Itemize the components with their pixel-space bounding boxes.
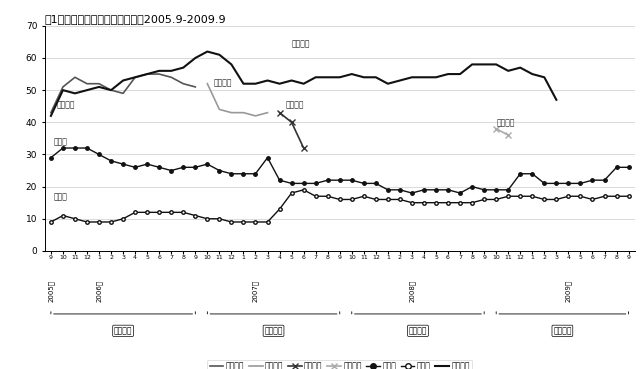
Text: 2005年: 2005年 bbox=[47, 280, 54, 302]
Text: 麻生内閣: 麻生内閣 bbox=[496, 118, 515, 127]
Text: 2009年: 2009年 bbox=[565, 280, 572, 302]
Legend: 小泉内閣, 安倍内閣, 福田内閣, 麻生内閣, 自民党, 民主党, 支持無し: 小泉内閣, 安倍内閣, 福田内閣, 麻生内閣, 自民党, 民主党, 支持無し bbox=[208, 359, 472, 369]
Text: 2007年: 2007年 bbox=[252, 280, 259, 302]
Text: 福田内閣: 福田内閣 bbox=[286, 100, 304, 110]
Text: 安倍内閣: 安倍内閣 bbox=[213, 78, 232, 87]
Text: 小泉内閣: 小泉内閣 bbox=[57, 100, 76, 110]
Text: 2008年: 2008年 bbox=[408, 280, 415, 302]
Text: 図1　内閣支持率と政党支持率　2005.9-2009.9: 図1 内閣支持率と政党支持率 2005.9-2009.9 bbox=[45, 14, 226, 24]
Text: 安倍内閣: 安倍内閣 bbox=[264, 326, 283, 335]
Text: 2006年: 2006年 bbox=[96, 280, 103, 302]
Text: 支持無し: 支持無し bbox=[292, 39, 310, 48]
Text: 白民党: 白民党 bbox=[53, 137, 67, 146]
Text: 福田内閣: 福田内閣 bbox=[409, 326, 427, 335]
Text: 民主党: 民主党 bbox=[53, 192, 67, 201]
Text: 麻生内閣: 麻生内閣 bbox=[553, 326, 572, 335]
Text: 小泉内閣: 小泉内閣 bbox=[114, 326, 132, 335]
